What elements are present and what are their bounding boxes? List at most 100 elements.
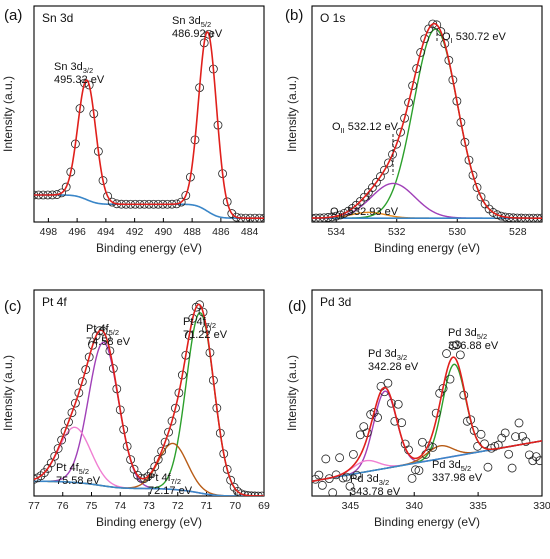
data-point [436, 27, 446, 36]
data-point [53, 444, 63, 453]
peak-label-subscript: 5/2 [201, 20, 211, 29]
x-tick-label: 74 [114, 500, 126, 512]
data-point [60, 426, 70, 436]
data-point [535, 456, 542, 466]
data-point [174, 388, 184, 398]
data-point [171, 403, 180, 413]
x-tick-label: 76 [57, 500, 69, 512]
x-tick-label: 492 [126, 226, 144, 238]
data-point [348, 450, 358, 459]
data-point [222, 464, 232, 474]
peak-label: Pd 3d5/2 [448, 327, 487, 341]
data-point [345, 481, 355, 491]
data-point [521, 437, 531, 446]
data-point [352, 470, 362, 480]
peak-label-subscript: II [341, 126, 345, 135]
data-point [74, 388, 84, 398]
data-point [103, 191, 112, 201]
peak-label: Pt 4f5/2 [86, 323, 119, 337]
x-tick-label: 340 [405, 500, 423, 512]
panel-title: Sn 3d [42, 11, 73, 25]
x-axis-label: Binding energy (eV) [96, 241, 202, 255]
background-line [34, 480, 264, 496]
data-point [476, 429, 486, 439]
data-point [339, 208, 349, 218]
peak-label-subscript: 3/2 [379, 478, 389, 487]
data-point [153, 455, 163, 464]
data-point [181, 191, 191, 200]
data-point [444, 55, 454, 65]
peak-label: OII 532.12 eV [332, 121, 399, 135]
x-tick-label: 530 [448, 226, 466, 238]
x-tick-label: 69 [258, 500, 270, 512]
data-point [476, 192, 486, 202]
x-tick-label: 498 [40, 226, 58, 238]
peak-label: Pt 4f7/2 [148, 472, 181, 486]
data-point [380, 165, 389, 175]
x-tick-label: 345 [342, 500, 360, 512]
data-point [472, 183, 482, 192]
data-point [514, 418, 524, 428]
data-point [355, 430, 365, 440]
x-axis-label: Binding energy (eV) [374, 241, 480, 255]
fit-envelope-line [34, 303, 264, 496]
data-point [328, 488, 338, 496]
data-point [393, 399, 403, 409]
data-point [160, 437, 170, 447]
data-point [34, 474, 39, 484]
peak-label: Pt 4f5/2 [56, 462, 89, 476]
peak-label-name: Pd 3d [448, 327, 477, 339]
data-point [67, 408, 77, 418]
x-axis-label: Binding energy (eV) [96, 515, 202, 529]
data-point [91, 331, 101, 341]
x-tick-label: 528 [509, 226, 527, 238]
data-point [468, 170, 478, 180]
data-point [321, 454, 331, 464]
x-tick-label: 486 [212, 226, 230, 238]
peak-label: Pd 3d5/2 [432, 459, 471, 473]
panel-pt-4f: 77 76 75 74 73 72 71 70 69 Binding energy (eV) Int… [1, 289, 270, 529]
data-point [511, 432, 520, 442]
peak-label-name: Pd 3d [432, 459, 461, 471]
x-tick-label: 330 [533, 500, 550, 512]
data-point [312, 495, 315, 496]
data-point [500, 428, 510, 438]
peak-label-name: O [332, 121, 341, 133]
y-axis-label: Intensity (a.u.) [285, 355, 299, 431]
panel-label: (b) [285, 7, 303, 24]
peak-label-subscript: 7/2 [171, 477, 181, 486]
x-tick-label: 75 [86, 500, 98, 512]
data-point [176, 197, 186, 207]
x-tick-label: 488 [183, 226, 201, 238]
panel-title: Pd 3d [320, 295, 351, 309]
data-point [88, 340, 98, 350]
data-point [107, 197, 117, 207]
data-point [408, 81, 418, 91]
panel-o-1s: 534 532 530 528 Binding energy (eV) Intensity… [285, 5, 543, 255]
x-tick-label: 335 [469, 500, 487, 512]
data-point [440, 39, 450, 49]
peak-label: OIII 532.93 eV [330, 206, 399, 220]
peak-label-subscript: 5/2 [461, 464, 471, 473]
data-point [150, 462, 160, 472]
peak-label-name: Pt 4f [86, 323, 110, 335]
peak-label-subscript: III [339, 211, 345, 220]
data-point [342, 472, 351, 482]
x-tick-label: 494 [97, 226, 115, 238]
fit-envelope-line [312, 356, 542, 483]
data-point [57, 435, 66, 445]
data-point [492, 210, 502, 220]
peak-energy-inline: 532.93 eV [345, 206, 399, 218]
peak-label-name: Sn 3d [172, 15, 201, 27]
data-point [167, 416, 177, 426]
data-point [314, 470, 324, 480]
data-point [335, 210, 345, 220]
data-point [392, 139, 401, 149]
data-point [504, 449, 514, 459]
peak-label-name: Sn 3d [54, 61, 83, 73]
data-point [317, 480, 327, 490]
data-point [497, 433, 507, 443]
x-tick-label: 70 [229, 500, 241, 512]
data-point [36, 471, 46, 481]
data-point [204, 29, 214, 39]
